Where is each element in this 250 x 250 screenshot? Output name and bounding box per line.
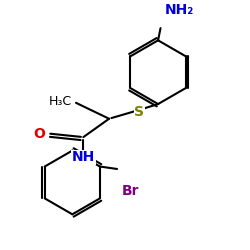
Text: Br: Br	[121, 184, 139, 198]
Text: H₃C: H₃C	[48, 95, 72, 108]
Text: O: O	[33, 127, 45, 141]
Text: S: S	[134, 105, 144, 119]
Text: NH: NH	[72, 150, 95, 164]
Text: H3C: H3C	[47, 95, 73, 108]
Text: NH₂: NH₂	[164, 3, 194, 17]
Text: NH2: NH2	[162, 3, 196, 17]
